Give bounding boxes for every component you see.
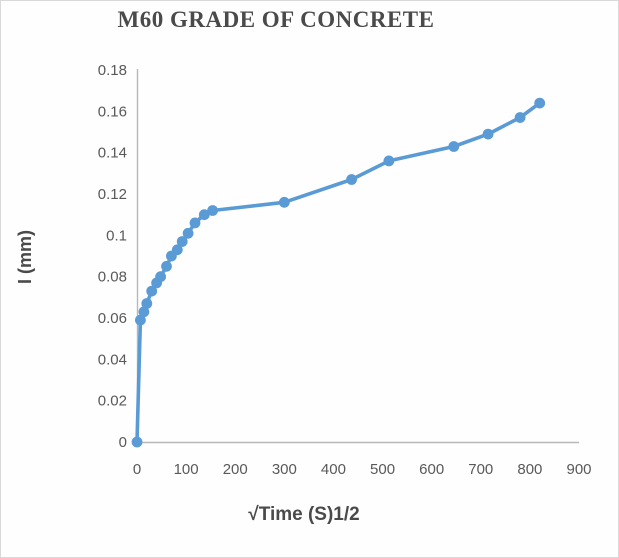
data-point-marker [146,285,158,297]
x-tick-label: 200 [223,461,248,478]
data-point-marker [482,128,494,140]
data-point-marker [448,141,460,152]
data-point-marker [383,155,395,167]
data-point-marker [155,271,167,283]
chart-title: M60 GRADE OF CONCRETE [117,7,435,32]
y-tick-label: 0.06 [98,310,127,327]
y-tick-label: 0.1 [106,227,127,244]
y-tick-label: 0.16 [98,103,127,120]
x-tick-label: 800 [517,461,542,478]
data-point-marker [514,112,526,123]
x-tick-label: 400 [321,461,346,478]
data-point-marker [189,217,201,229]
x-tick-label: 900 [566,461,591,478]
x-tick-label: 100 [174,461,199,478]
x-tick-label: 500 [370,461,395,478]
data-point-marker [182,227,194,239]
data-point-marker [176,236,188,247]
y-tick-label: 0.12 [98,186,127,203]
x-tick-label: 300 [272,461,297,478]
y-tick-label: 0.14 [98,145,127,162]
data-point-marker [161,260,172,272]
data-point-marker [346,174,357,185]
y-tick-label: 0.04 [98,351,127,368]
data-point-marker [534,97,546,109]
y-tick-label: 0.02 [98,393,127,410]
data-point-marker [207,205,219,216]
y-tick-label: 0 [119,434,127,451]
data-point-marker [135,314,146,326]
x-tick-label: 600 [419,461,444,478]
x-axis-title: √Time (S)1/2 [248,504,360,525]
series-line [135,101,542,444]
x-tick-label: 0 [133,461,141,478]
data-point-marker [138,306,150,318]
data-point-marker [198,209,210,221]
y-tick-label: 0.08 [98,269,127,286]
data-point-marker [141,298,153,309]
y-tick-label: 0.18 [98,62,127,79]
data-point-marker [278,196,290,208]
data-point-marker [171,244,183,256]
data-point-marker [131,436,143,448]
x-tick-label: 700 [468,461,493,478]
